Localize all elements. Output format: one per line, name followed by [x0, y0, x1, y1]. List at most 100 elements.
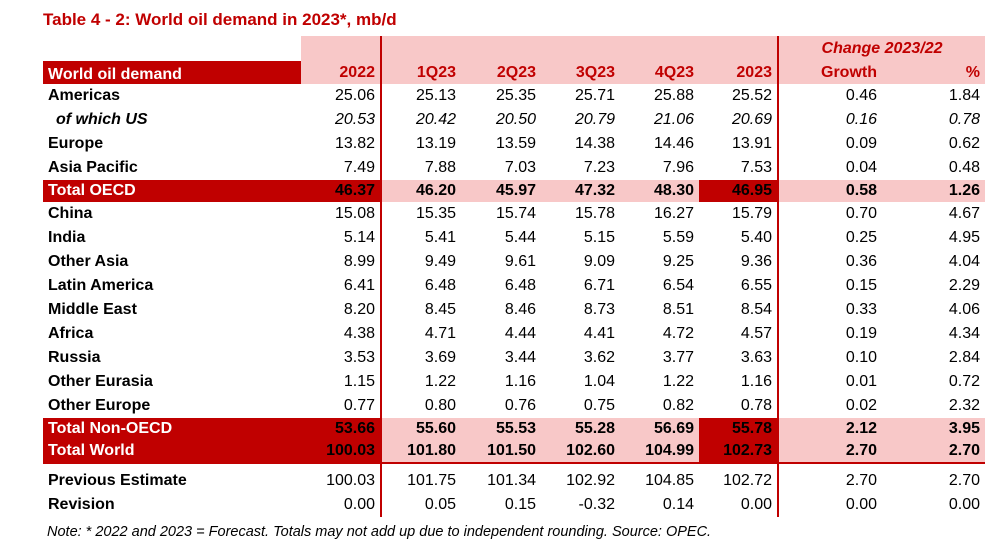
table-cell: 0.36: [845, 253, 877, 270]
table-cell: 1.84: [948, 87, 981, 104]
table-cell: 3.95: [882, 418, 986, 440]
table-cell: 4.04: [948, 253, 981, 270]
table-cell: 4.95: [948, 229, 981, 246]
table-row: Other Eurasia 1.15 1.22 1.16 1.04 1.22 1.16 0.0…: [43, 370, 985, 394]
table-row: Total Non-OECD 53.66 55.60 55.53 55.28 56.69 5…: [43, 418, 986, 440]
table-cell: 0.75: [583, 397, 615, 414]
table-row: Previous Estimate 100.03 101.75 101.34 102.9…: [43, 469, 985, 493]
table-cell: 100.03: [301, 469, 382, 493]
table-cell: 102.92: [566, 472, 615, 489]
table-cell: 2.12: [778, 418, 882, 440]
table-cell: 25.88: [653, 87, 694, 104]
table-cell: 8.99: [301, 250, 382, 274]
table-cell: 0.04: [845, 159, 877, 176]
table-cell: 2.84: [948, 349, 981, 366]
table-cell: 0.00: [301, 493, 382, 517]
column-header: 2022: [301, 61, 382, 84]
row-label: Russia: [48, 349, 101, 366]
row-label: India: [48, 229, 86, 246]
row-label-header: World oil demand: [43, 61, 301, 84]
table-cell: 8.51: [662, 301, 694, 318]
table-cell: 1.04: [583, 373, 615, 390]
table-cell: 100.03: [301, 440, 382, 464]
table-cell: 5.59: [662, 229, 694, 246]
column-header: %: [882, 61, 986, 84]
header-blank: [381, 36, 461, 61]
table-cell: 6.71: [583, 277, 615, 294]
table-cell: 7.23: [583, 159, 615, 176]
table-cell: 0.00: [699, 493, 779, 517]
table-row: of which US 20.53 20.42 20.50 20.79 21.06 20.6…: [43, 108, 985, 132]
table-cell: 8.20: [301, 298, 382, 322]
table-cell: 4.72: [662, 325, 694, 342]
table-cell: 104.99: [620, 440, 699, 464]
table-cell: 3.53: [301, 346, 382, 370]
table-cell: 55.60: [381, 418, 461, 440]
table-cell: 1.16: [699, 370, 779, 394]
table-cell: 7.88: [424, 159, 456, 176]
table-row: India 5.14 5.41 5.44 5.15 5.59 5.40 0.25 4.95: [43, 226, 985, 250]
table-cell: 20.79: [574, 111, 615, 128]
table-cell: 1.26: [882, 180, 986, 202]
table-cell: 0.02: [845, 397, 877, 414]
table-cell: 3.63: [699, 346, 779, 370]
table-cell: 0.16: [845, 111, 877, 128]
table-cell: 7.53: [699, 156, 779, 180]
table-cell: 8.46: [504, 301, 536, 318]
table-cell: 0.76: [504, 397, 536, 414]
table-cell: 0.19: [845, 325, 877, 342]
row-label: Other Eurasia: [48, 373, 153, 390]
table-cell: 7.49: [301, 156, 382, 180]
header-blank: [461, 36, 541, 61]
table-cell: 15.79: [699, 202, 779, 226]
header-blank: [301, 36, 382, 61]
table-cell: 104.85: [645, 472, 694, 489]
table-cell: 7.03: [504, 159, 536, 176]
table-cell: 15.08: [301, 202, 382, 226]
column-header: 2Q23: [461, 61, 541, 84]
table-cell: 4.57: [699, 322, 779, 346]
header-blank: [541, 36, 620, 61]
table-cell: 13.19: [415, 135, 456, 152]
table-cell: 0.48: [948, 159, 981, 176]
table-cell: 0.05: [424, 496, 456, 513]
table-cell: 102.72: [699, 469, 779, 493]
table-row: Total World 100.03 101.80 101.50 102.60 104.9…: [43, 440, 986, 464]
table-cell: -0.32: [578, 496, 615, 513]
table-cell: 48.30: [620, 180, 699, 202]
row-label: Latin America: [48, 277, 154, 294]
table-cell: 1.16: [504, 373, 536, 390]
table-cell: 8.54: [699, 298, 779, 322]
row-label: Revision: [48, 496, 115, 513]
table-cell: 16.27: [653, 205, 694, 222]
table-row: Latin America 6.41 6.48 6.48 6.71 6.54 6.55 0.1…: [43, 274, 985, 298]
table-cell: 25.06: [301, 84, 382, 108]
table-cell: 0.80: [424, 397, 456, 414]
table-cell: 4.38: [301, 322, 382, 346]
header-blank: [699, 36, 779, 61]
table-cell: 1.15: [301, 370, 382, 394]
table-cell: 15.74: [495, 205, 536, 222]
table-cell: 8.73: [583, 301, 615, 318]
table-cell: 2.29: [948, 277, 981, 294]
header-blank: [43, 36, 301, 61]
table-cell: 4.67: [948, 205, 981, 222]
row-label: Americas: [48, 87, 121, 104]
table-row: Revision 0.00 0.05 0.15 -0.32 0.14 0.00 0.00 0.0…: [43, 493, 985, 517]
table-cell: 53.66: [301, 418, 382, 440]
header-blank: [620, 36, 699, 61]
table-cell: 9.36: [699, 250, 779, 274]
table-cell: 0.78: [699, 394, 779, 418]
table-cell: 0.00: [948, 496, 981, 513]
table-cell: 8.45: [424, 301, 456, 318]
table-cell: 3.44: [504, 349, 536, 366]
table-cell: 46.95: [699, 180, 779, 202]
table-cell: 4.34: [948, 325, 981, 342]
table-cell: 0.01: [845, 373, 877, 390]
table-cell: 47.32: [541, 180, 620, 202]
table-cell: 102.60: [541, 440, 620, 464]
row-label: Total Non-OECD: [43, 418, 301, 440]
table-cell: 2.70: [948, 472, 981, 489]
table-cell: 0.15: [504, 496, 536, 513]
table-row: Russia 3.53 3.69 3.44 3.62 3.77 3.63 0.10 2.84: [43, 346, 985, 370]
